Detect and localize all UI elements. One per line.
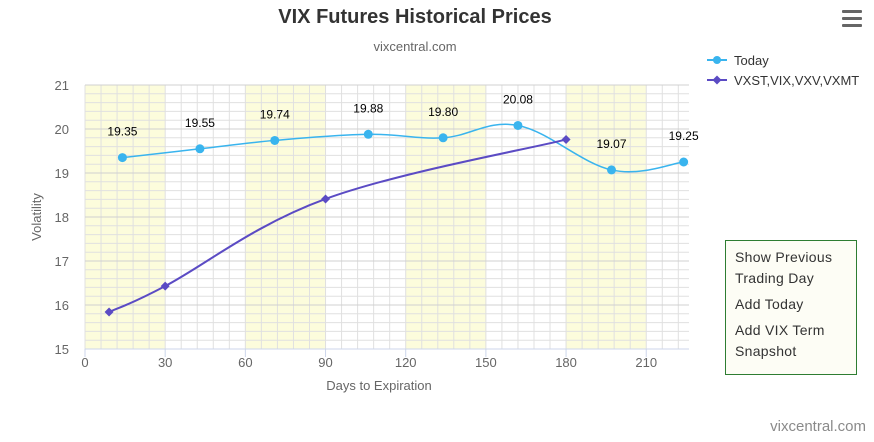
chart-title: VIX Futures Historical Prices (278, 6, 552, 28)
legend-label-today: Today (734, 52, 769, 68)
data-label-today: 20.08 (503, 92, 533, 106)
y-tick-label: 17 (55, 254, 69, 269)
action-panel: Show Previous Trading Day Add Today Add … (725, 240, 857, 375)
data-point-indices[interactable] (561, 135, 571, 145)
data-point-today[interactable] (363, 129, 373, 139)
data-label-today: 19.07 (596, 137, 626, 151)
data-point-today[interactable] (117, 153, 127, 163)
data-point-indices[interactable] (321, 194, 331, 204)
data-label-today: 19.55 (185, 116, 215, 130)
y-tick-label: 16 (55, 298, 69, 313)
x-tick-label: 30 (158, 355, 172, 370)
legend-item-indices[interactable]: VXST,VIX,VXV,VXMT (706, 70, 859, 90)
show-previous-trading-day-button[interactable]: Show Previous Trading Day (735, 249, 833, 286)
y-tick-label: 21 (55, 78, 69, 93)
data-point-today[interactable] (679, 157, 689, 167)
data-point-today[interactable] (195, 144, 205, 154)
data-point-indices[interactable] (160, 281, 170, 291)
series-line-today (122, 123, 684, 173)
x-tick-label: 150 (475, 355, 497, 370)
data-label-today: 19.35 (107, 125, 137, 139)
data-point-indices[interactable] (104, 307, 114, 317)
data-label-today: 19.74 (260, 107, 290, 121)
data-point-today[interactable] (606, 165, 616, 175)
y-tick-label: 15 (55, 342, 69, 357)
credit-link[interactable]: vixcentral.com (770, 418, 866, 435)
indices-legend-icon (707, 75, 727, 85)
today-legend-icon (707, 56, 727, 64)
legend-item-today[interactable]: Today (706, 50, 859, 70)
data-point-today[interactable] (270, 135, 280, 145)
data-label-today: 19.80 (428, 105, 458, 119)
x-tick-label: 60 (238, 355, 252, 370)
x-tick-label: 180 (555, 355, 577, 370)
x-axis-title: Days to Expiration (326, 378, 432, 393)
y-tick-label: 18 (55, 210, 69, 225)
y-tick-label: 19 (55, 166, 69, 181)
add-today-button[interactable]: Add Today (735, 296, 804, 312)
hamburger-menu-icon[interactable] (842, 10, 862, 28)
add-vix-term-snapshot-button[interactable]: Add VIX Term Snapshot (735, 322, 825, 359)
y-tick-label: 20 (55, 122, 69, 137)
y-axis-title: Volatility (29, 193, 44, 241)
data-label-today: 19.88 (353, 101, 383, 115)
data-point-today[interactable] (438, 133, 448, 143)
x-tick-label: 120 (395, 355, 417, 370)
data-label-today: 19.25 (669, 129, 699, 143)
x-tick-label: 0 (81, 355, 88, 370)
x-tick-label: 90 (318, 355, 332, 370)
series-line-indices (108, 138, 567, 313)
chart-subtitle: vixcentral.com (373, 39, 457, 54)
legend: Today VXST,VIX,VXV,VXMT (706, 50, 859, 90)
data-point-today[interactable] (513, 120, 523, 130)
x-tick-label: 210 (635, 355, 657, 370)
legend-label-indices: VXST,VIX,VXV,VXMT (734, 72, 860, 88)
